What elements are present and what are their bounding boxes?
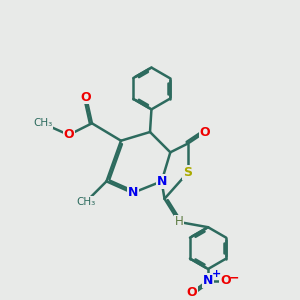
Text: O: O [187,286,197,299]
Text: N: N [128,187,138,200]
Text: O: O [200,125,211,139]
Text: S: S [183,166,192,179]
Text: O: O [220,274,231,287]
Text: N: N [203,274,213,287]
Text: −: − [228,271,239,284]
Text: CH₃: CH₃ [33,118,52,128]
Text: H: H [175,215,183,229]
Text: +: + [212,269,221,279]
Text: N: N [156,175,167,188]
Text: CH₃: CH₃ [76,197,96,207]
Text: O: O [81,91,92,104]
Text: O: O [63,128,74,141]
